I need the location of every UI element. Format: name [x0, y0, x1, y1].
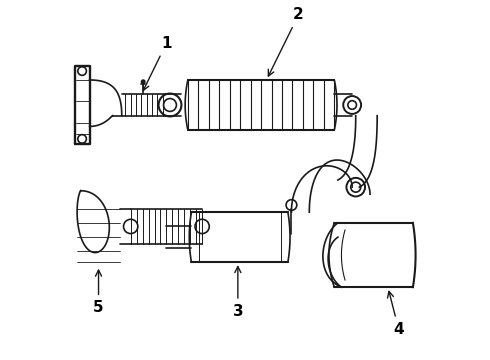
Text: 2: 2: [269, 7, 304, 76]
Text: 1: 1: [143, 36, 171, 90]
Text: 3: 3: [233, 266, 243, 319]
Text: 4: 4: [388, 291, 404, 337]
Circle shape: [142, 80, 145, 84]
Text: 5: 5: [93, 270, 104, 315]
